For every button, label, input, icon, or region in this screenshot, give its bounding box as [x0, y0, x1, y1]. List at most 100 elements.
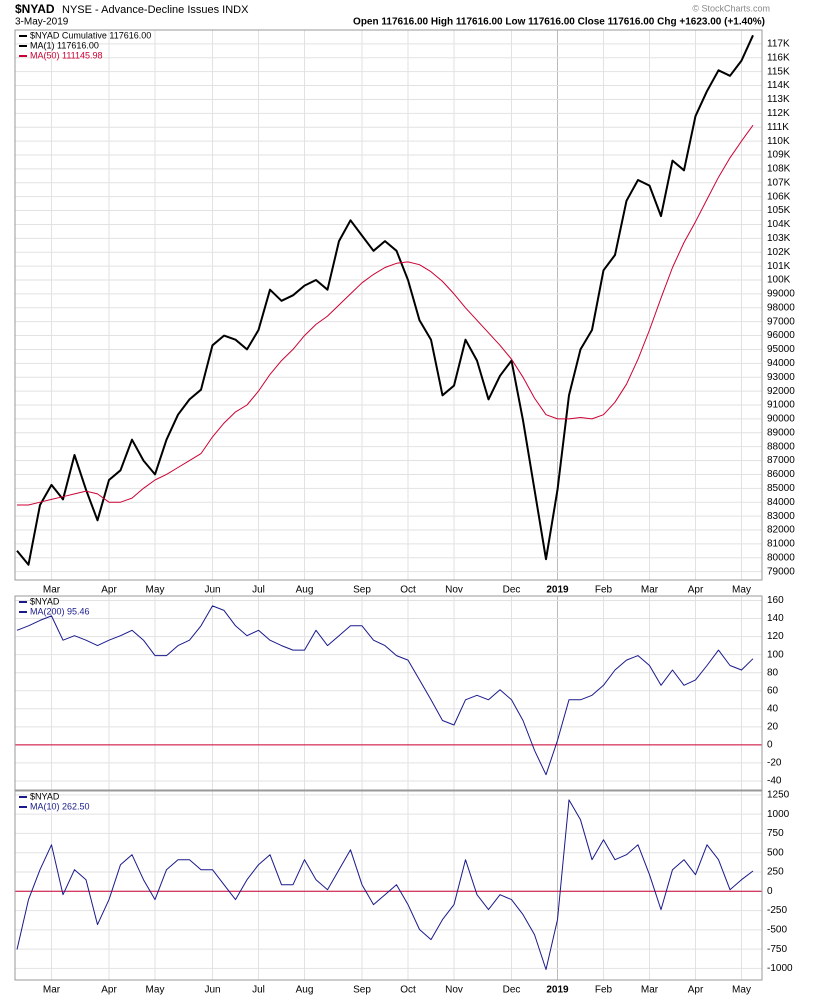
x-tick-label: Oct [400, 585, 416, 596]
x-tick-label: Mar [43, 585, 61, 596]
y-tick-label: 104K [767, 219, 791, 230]
y-tick-label: -1000 [767, 963, 793, 974]
x-tick-label: Jul [252, 585, 265, 596]
y-tick-label: 88000 [767, 441, 795, 452]
x-tick-label: Jun [204, 985, 220, 996]
y-tick-label: 109K [767, 150, 791, 161]
y-tick-label: 91000 [767, 400, 795, 411]
series-line [16, 605, 754, 776]
y-tick-label: 79000 [767, 566, 795, 577]
y-tick-label: 750 [767, 828, 784, 839]
y-tick-label: 1000 [767, 809, 790, 820]
y-tick-label: 60 [767, 685, 779, 696]
x-tick-label: 2019 [546, 985, 569, 996]
symbol: $NYAD [15, 2, 55, 16]
x-tick-label: Jun [204, 585, 220, 596]
y-tick-label: 84000 [767, 497, 795, 508]
x-tick-label: 2019 [546, 585, 569, 596]
y-tick-label: 105K [767, 205, 791, 216]
y-tick-label: 100 [767, 649, 784, 660]
y-tick-label: 89000 [767, 427, 795, 438]
y-tick-label: 80000 [767, 552, 795, 563]
legend-entry: MA(200) 95.46 [30, 606, 90, 616]
subtitle: NYSE - Advance-Decline Issues INDX [62, 4, 249, 16]
x-tick-label: May [146, 985, 165, 996]
y-tick-label: 94000 [767, 358, 795, 369]
y-tick-label: 97000 [767, 316, 795, 327]
y-tick-label: 120 [767, 631, 784, 642]
x-tick-label: Dec [503, 985, 521, 996]
y-tick-label: 113K [767, 94, 790, 105]
y-tick-label: 106K [767, 191, 791, 202]
y-tick-label: 107K [767, 177, 791, 188]
x-tick-label: Jul [252, 985, 265, 996]
y-tick-label: 117K [767, 39, 790, 50]
x-tick-label: Nov [445, 585, 463, 596]
panel-frame [14, 595, 763, 791]
y-tick-label: 111K [767, 122, 789, 133]
x-tick-label: Mar [641, 585, 659, 596]
series-line [16, 34, 754, 566]
x-tick-label: Apr [688, 985, 704, 996]
y-tick-label: 99000 [767, 289, 795, 300]
y-tick-label: 110K [767, 136, 790, 147]
y-tick-label: 85000 [767, 483, 795, 494]
y-tick-label: 86000 [767, 469, 795, 480]
y-tick-label: -500 [767, 924, 787, 935]
y-tick-label: 40 [767, 703, 779, 714]
y-tick-label: 87000 [767, 455, 795, 466]
y-tick-label: 80 [767, 667, 779, 678]
legend-entry: MA(50) 111145.98 [30, 50, 103, 60]
y-tick-label: 98000 [767, 302, 795, 313]
x-tick-label: Mar [43, 985, 61, 996]
legend-entry: MA(10) 262.50 [30, 801, 90, 811]
y-tick-label: 140 [767, 613, 784, 624]
x-tick-label: Sep [353, 585, 371, 596]
y-tick-label: 93000 [767, 372, 795, 383]
date: 3-May-2019 [15, 17, 69, 28]
quote: Open 117616.00 High 117616.00 Low 117616… [353, 17, 765, 28]
y-tick-label: 96000 [767, 330, 795, 341]
x-tick-label: Apr [101, 985, 117, 996]
x-tick-label: May [732, 585, 751, 596]
y-tick-label: 1250 [767, 789, 790, 800]
x-tick-label: Mar [641, 985, 659, 996]
y-tick-label: 100K [767, 275, 791, 286]
y-tick-label: 90000 [767, 414, 795, 425]
y-tick-label: 160 [767, 595, 784, 606]
y-tick-label: 114K [767, 80, 790, 91]
y-tick-label: 95000 [767, 344, 795, 355]
y-tick-label: 0 [767, 740, 773, 751]
legend-entry: MA(1) 117616.00 [30, 40, 99, 50]
y-tick-label: 101K [767, 261, 791, 272]
y-tick-label: 83000 [767, 511, 795, 522]
x-tick-label: Dec [503, 585, 521, 596]
y-tick-label: 250 [767, 867, 784, 878]
y-tick-label: -40 [767, 776, 782, 787]
x-tick-label: Apr [101, 585, 117, 596]
x-tick-label: Aug [296, 585, 314, 596]
x-tick-label: Nov [445, 985, 463, 996]
y-tick-label: 0 [767, 886, 773, 897]
legend-heading: $NYAD [30, 596, 60, 606]
x-tick-label: Aug [296, 985, 314, 996]
x-tick-label: Feb [595, 985, 613, 996]
y-tick-label: 92000 [767, 386, 795, 397]
y-tick-label: 82000 [767, 525, 795, 536]
series-line [16, 799, 754, 970]
y-tick-label: -20 [767, 758, 782, 769]
y-tick-label: 500 [767, 847, 784, 858]
x-tick-label: Sep [353, 985, 371, 996]
x-tick-label: Apr [688, 585, 704, 596]
y-tick-label: 102K [767, 247, 791, 258]
x-tick-label: May [732, 985, 751, 996]
x-tick-label: May [146, 585, 165, 596]
y-tick-label: 112K [767, 108, 790, 119]
y-tick-label: 103K [767, 233, 791, 244]
series-line [17, 124, 754, 506]
credit: © StockCharts.com [692, 3, 770, 13]
y-tick-label: 81000 [767, 539, 795, 550]
y-tick-label: 20 [767, 721, 779, 732]
x-tick-label: Oct [400, 985, 416, 996]
